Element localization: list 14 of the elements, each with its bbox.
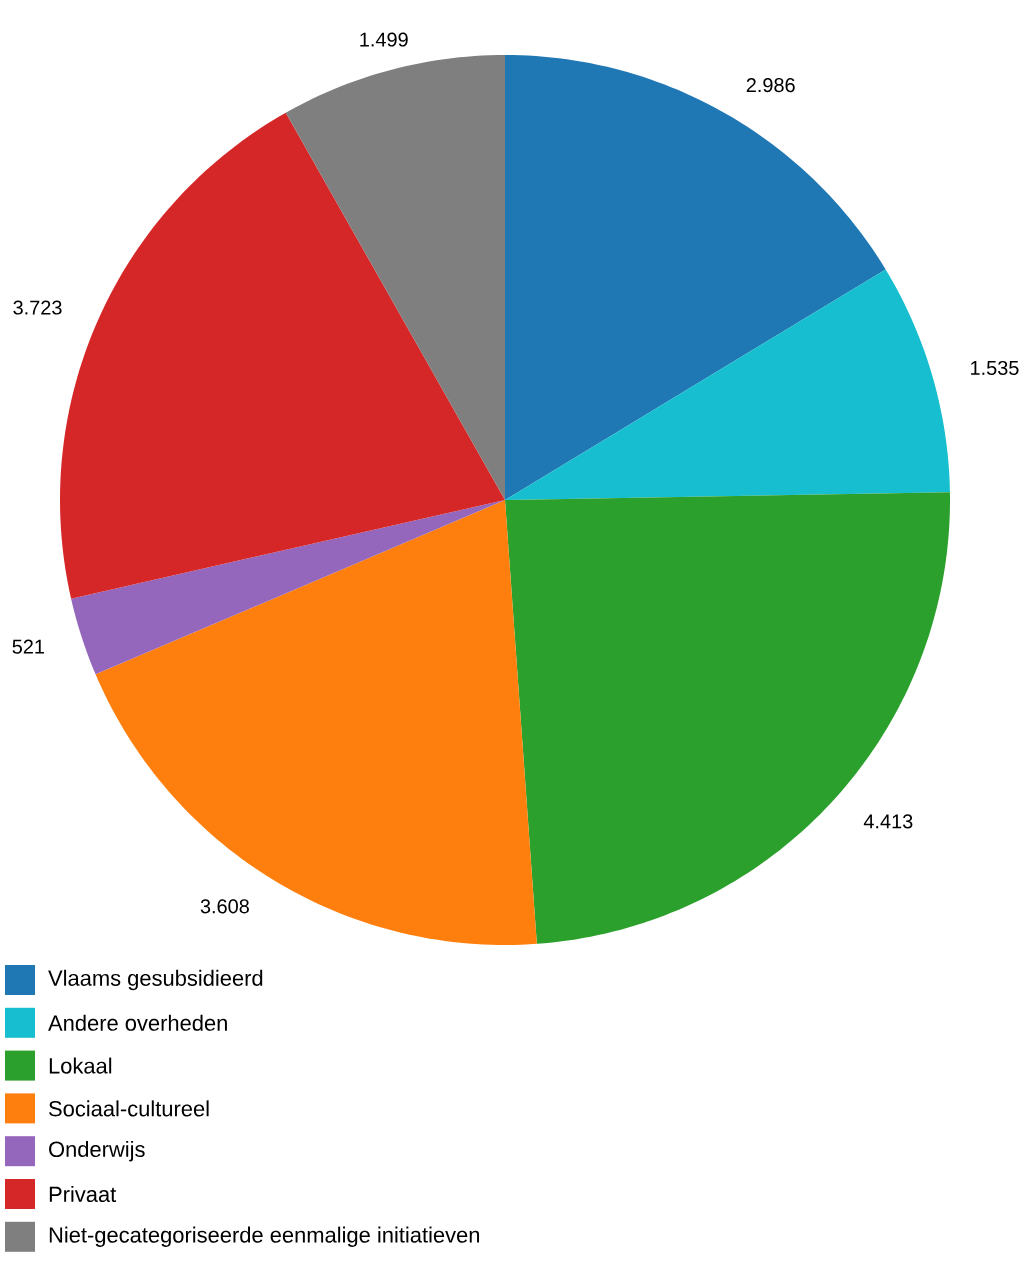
- data-label: 521: [12, 639, 44, 654]
- data-label: 2.986: [746, 78, 795, 93]
- legend-label: Niet-gecategoriseerde eenmalige initiatieven: [49, 1226, 480, 1247]
- data-label: 1.535: [971, 360, 1019, 375]
- legend-label: Andere overheden: [48, 1014, 227, 1031]
- legend-label: Vlaams gesubsidieerd: [48, 969, 263, 991]
- data-label: 3.608: [200, 899, 249, 914]
- data-label: 4.413: [863, 814, 913, 829]
- data-label: 3.723: [13, 300, 62, 315]
- legend-label: Privaat: [49, 1185, 117, 1203]
- legend-label: Lokaal: [49, 1057, 112, 1074]
- legend-label: Sociaal-cultureel: [49, 1100, 209, 1117]
- data-label: 1.499: [360, 32, 408, 47]
- legend-label: Onderwijs: [49, 1140, 145, 1162]
